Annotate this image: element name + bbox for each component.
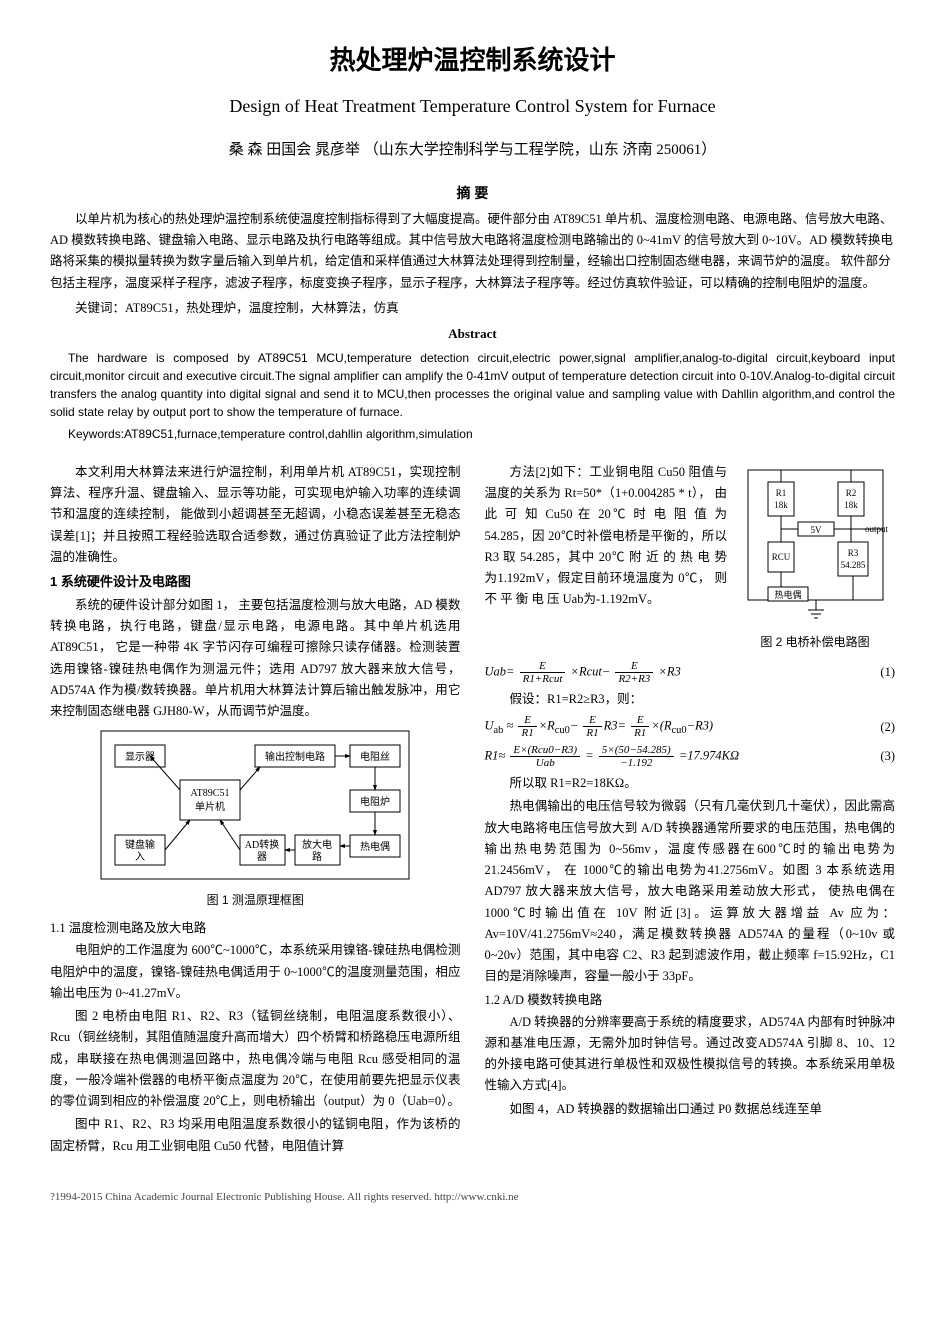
keywords-en-text: AT89C51,furnace,temperature control,dahl… (124, 427, 473, 441)
figure-2: R1 18k R2 18k 5V output (735, 462, 895, 652)
keywords-cn-text: AT89C51，热处理炉，温度控制，大林算法，仿真 (125, 301, 399, 315)
figure-1-svg: 显示器 AT89C51 单片机 键盘输 入 输出控制电路 电阻丝 (100, 730, 410, 880)
figure-1: 显示器 AT89C51 单片机 键盘输 入 输出控制电路 电阻丝 (50, 730, 461, 910)
svg-text:电阻丝: 电阻丝 (360, 750, 390, 763)
svg-text:R3: R3 (847, 548, 858, 558)
eq2-num: (2) (880, 717, 895, 737)
eq1-num: (1) (880, 662, 895, 682)
two-column-body: 本文利用大林算法来进行炉温控制，利用单片机 AT89C51，实现控制算法、程序升… (50, 462, 895, 1159)
abstract-heading-cn: 摘 要 (50, 182, 895, 204)
abstract-heading-en: Abstract (50, 324, 895, 345)
eq1-mid1: ×Rcut− (571, 664, 611, 678)
svg-text:5V: 5V (810, 525, 822, 535)
figure-1-caption: 图 1 测温原理框图 (50, 891, 461, 910)
subsec-1-2-heading: 1.2 A/D 模数转换电路 (485, 990, 896, 1010)
svg-text:路: 路 (312, 850, 322, 863)
right-p-after-eq: 所以取 R1=R2=18KΩ。 (485, 773, 896, 794)
svg-text:热电偶: 热电偶 (774, 589, 801, 600)
title-cn: 热处理炉温控制系统设计 (50, 40, 895, 82)
eq3-suffix: =17.974KΩ (679, 748, 739, 762)
left-p4: 图 2 电桥由电阻 R1、R2、R3（锰铜丝绕制，电阻温度系数很小）、Rcu（铜… (50, 1006, 461, 1112)
title-en: Design of Heat Treatment Temperature Con… (50, 92, 895, 121)
right-p2: 热电偶输出的电压信号较为微弱（只有几毫伏到几十毫伏），因此需高放大电路将电压信号… (485, 796, 896, 987)
svg-text:放大电: 放大电 (302, 838, 332, 851)
keywords-en-label: Keywords: (68, 427, 124, 441)
equation-1: Uab= ER1+Rcut ×Rcut− ER2+R3 ×R3 (1) (485, 660, 896, 685)
svg-text:18k: 18k (844, 500, 858, 510)
right-column: R1 18k R2 18k 5V output (485, 462, 896, 1159)
svg-text:AD转换: AD转换 (245, 838, 279, 851)
figure-2-caption: 图 2 电桥补偿电路图 (735, 633, 895, 652)
left-p1: 本文利用大林算法来进行炉温控制，利用单片机 AT89C51，实现控制算法、程序升… (50, 462, 461, 568)
left-column: 本文利用大林算法来进行炉温控制，利用单片机 AT89C51，实现控制算法、程序升… (50, 462, 461, 1159)
svg-text:R1: R1 (775, 488, 786, 498)
left-p2: 系统的硬件设计部分如图 1， 主要包括温度检测与放大电路，AD 模数转换电路，执… (50, 595, 461, 723)
svg-text:电阻炉: 电阻炉 (360, 795, 390, 808)
abstract-cn: 以单片机为核心的热处理炉温控制系统使温度控制指标得到了大幅度提高。硬件部分由 A… (50, 209, 895, 294)
keywords-cn: 关键词：AT89C51，热处理炉，温度控制，大林算法，仿真 (50, 298, 895, 318)
eq1-lhs: Uab= (485, 664, 515, 678)
right-p4: 如图 4，AD 转换器的数据输出口通过 P0 数据总线连至单 (485, 1099, 896, 1120)
svg-text:54.285: 54.285 (840, 560, 865, 570)
svg-text:输出控制电路: 输出控制电路 (265, 750, 325, 763)
svg-text:单片机: 单片机 (195, 800, 225, 813)
equation-3: R1≈ E×(Rcu0−R3)Uab = 5×(50−54.285)−1.192… (485, 744, 896, 769)
eq3-num: (3) (880, 746, 895, 766)
equation-2: Uab ≈ ER1×Rcu0− ER1R3= ER1×(Rcu0−R3) (2) (485, 714, 896, 740)
subsec-1-1-heading: 1.1 温度检测电路及放大电路 (50, 918, 461, 938)
sec-1-heading: 1 系统硬件设计及电路图 (50, 572, 461, 593)
keywords-cn-label: 关键词： (75, 301, 125, 315)
abstract-en: The hardware is composed by AT89C51 MCU,… (50, 349, 895, 421)
footer-text: ?1994-2015 China Academic Journal Electr… (50, 1189, 895, 1207)
left-p5: 图中 R1、R2、R3 均采用电阻温度系数很小的锰铜电阻，作为该桥的固定桥臂，R… (50, 1114, 461, 1157)
authors-line: 桑 森 田国会 晁彦举 （山东大学控制科学与工程学院，山东 济南 250061） (50, 138, 895, 162)
svg-text:键盘输: 键盘输 (125, 838, 155, 851)
svg-text:18k: 18k (774, 500, 788, 510)
eq-assumption: 假设：R1=R2≥R3，则： (485, 689, 896, 710)
svg-text:器: 器 (257, 851, 267, 863)
figure-2-svg: R1 18k R2 18k 5V output (738, 462, 893, 622)
keywords-en: Keywords:AT89C51,furnace,temperature con… (50, 425, 895, 444)
svg-text:R2: R2 (845, 488, 856, 498)
svg-text:AT89C51: AT89C51 (191, 788, 230, 799)
eq1-mid2: ×R3 (658, 664, 680, 678)
right-p3: A/D 转换器的分辨率要高于系统的精度要求，AD574A 内部有时钟脉冲源和基准… (485, 1012, 896, 1097)
svg-text:入: 入 (135, 852, 145, 863)
svg-text:RCU: RCU (771, 552, 790, 562)
svg-text:热电偶: 热电偶 (360, 840, 390, 853)
left-p3: 电阻炉的工作温度为 600℃~1000℃，本系统采用镍铬-镍硅热电偶检测电阻炉中… (50, 940, 461, 1004)
